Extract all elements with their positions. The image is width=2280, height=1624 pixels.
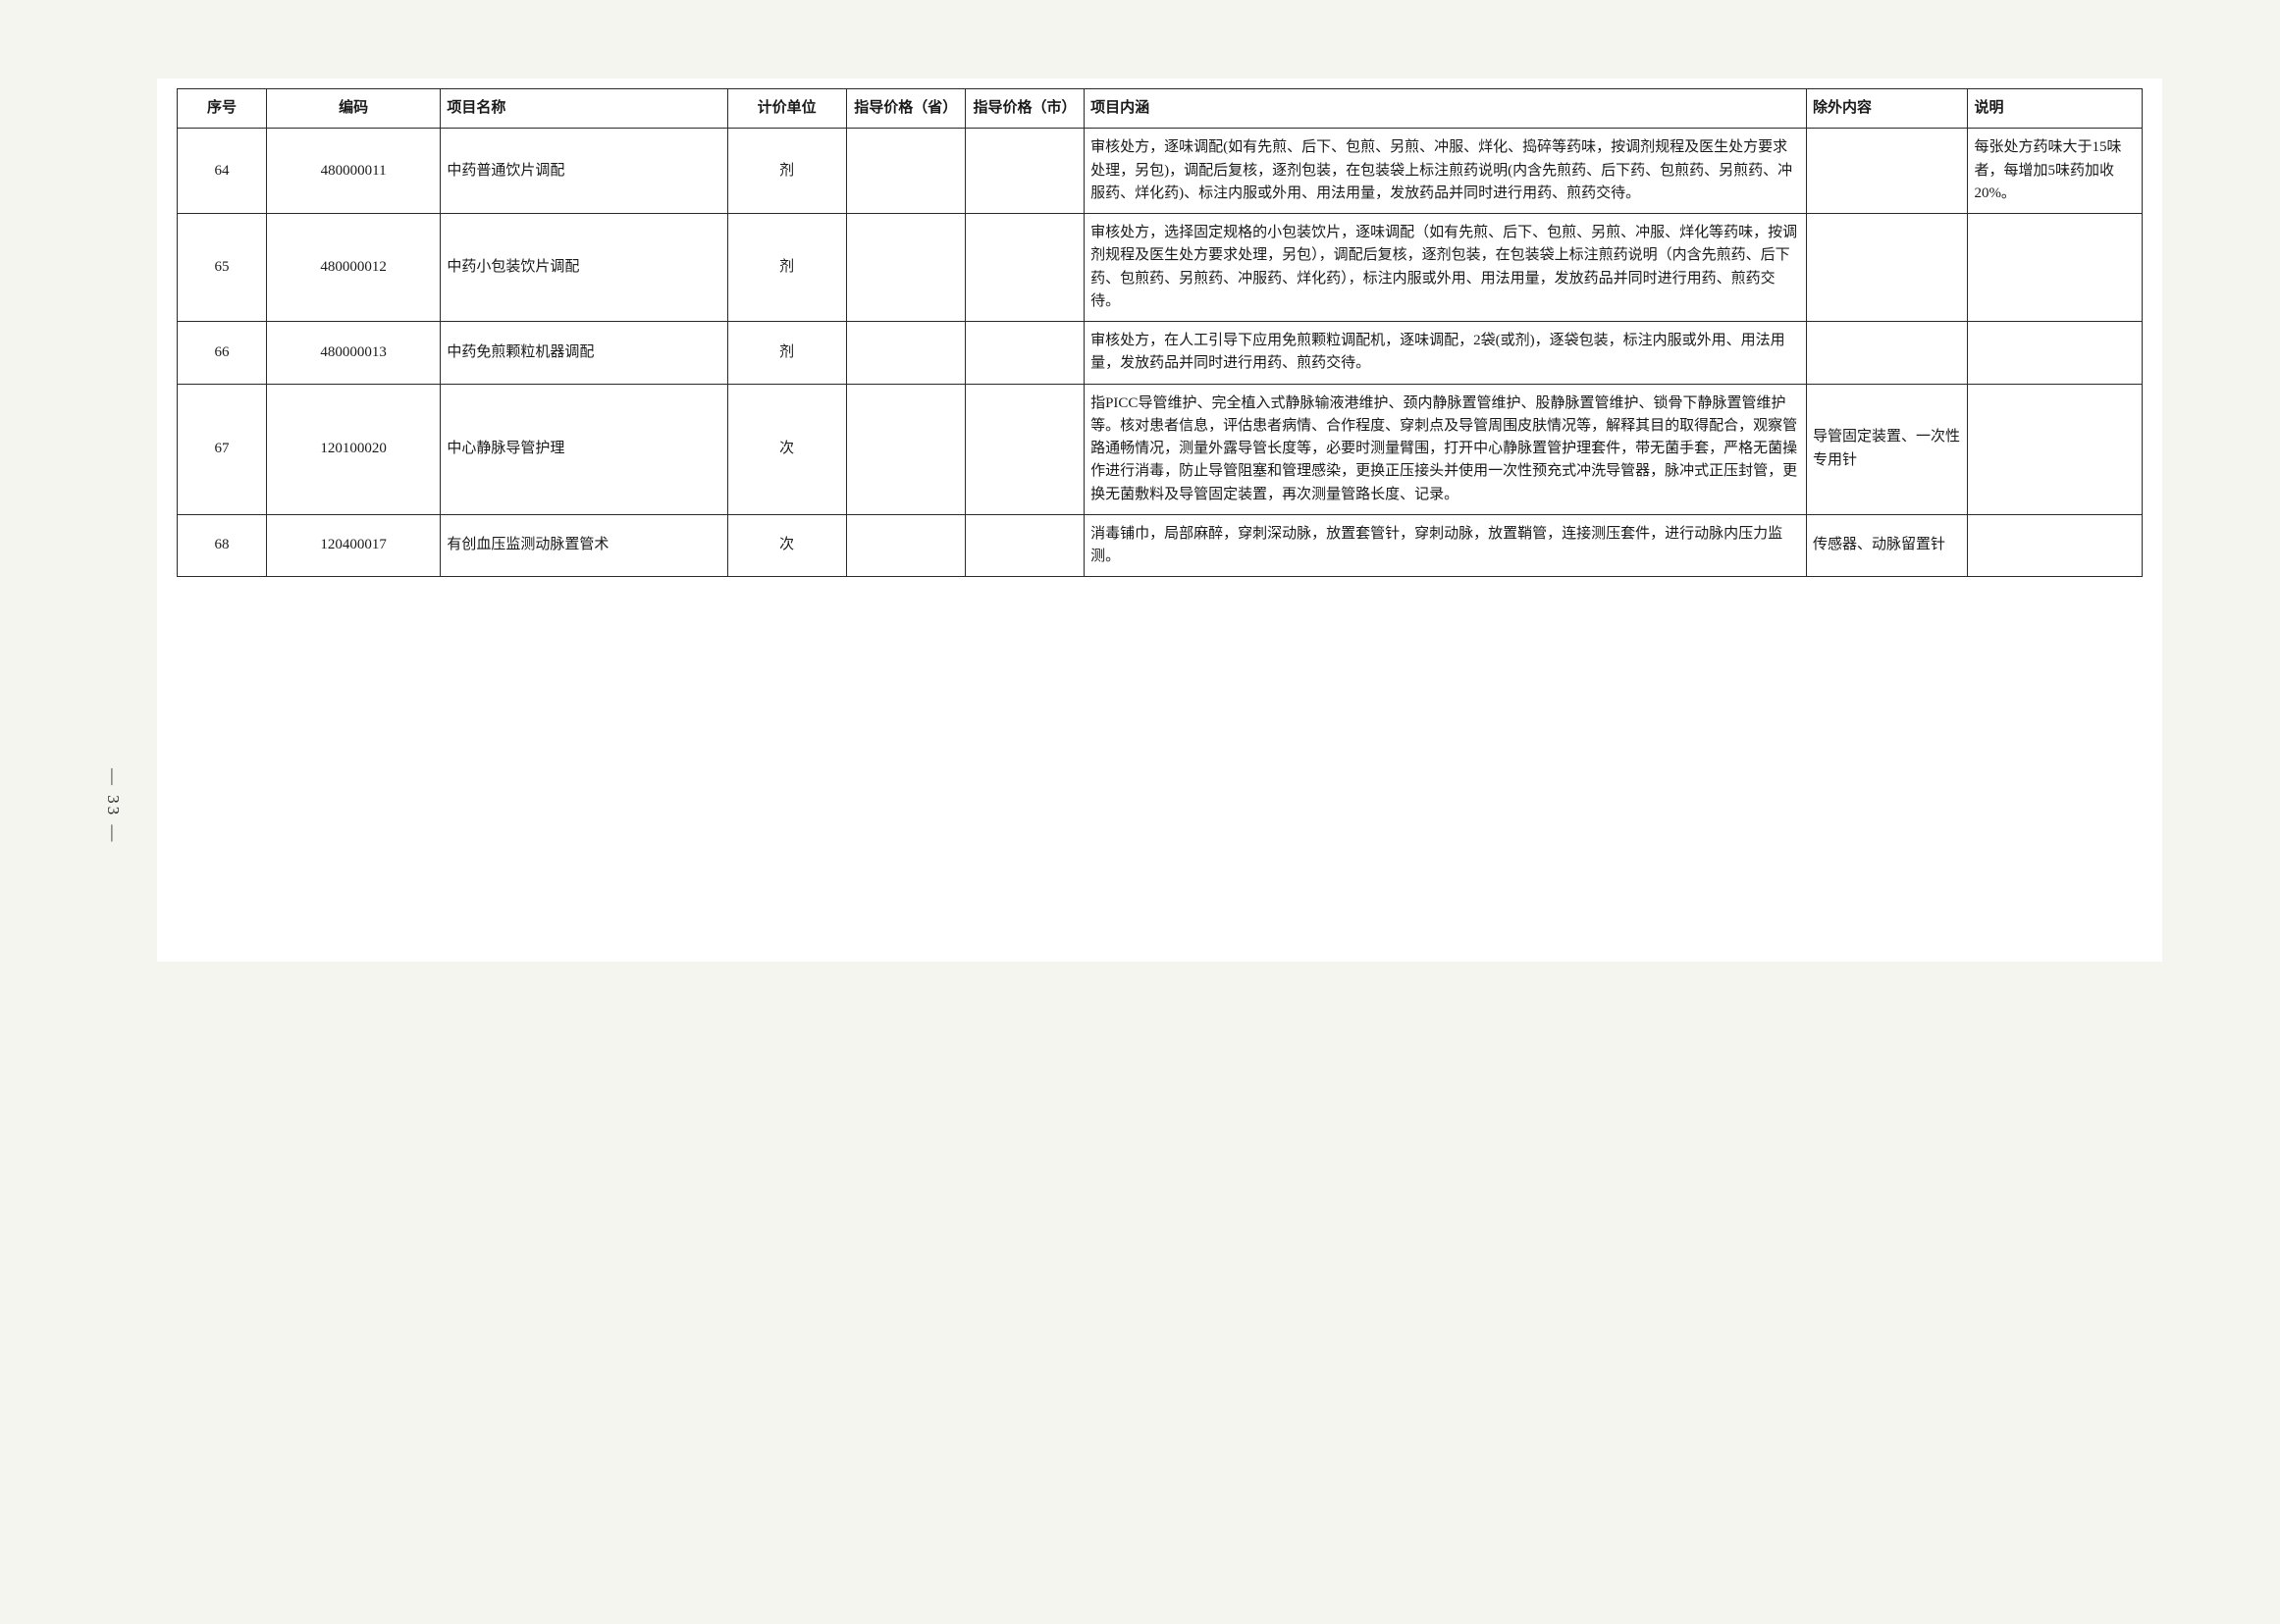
cell-price-province <box>846 129 965 214</box>
cell-seq: 65 <box>178 214 267 322</box>
header-name: 项目名称 <box>441 89 727 129</box>
table-body: 64 480000011 中药普通饮片调配 剂 审核处方，逐味调配(如有先煎、后… <box>178 129 2143 577</box>
table-row: 66 480000013 中药免煎颗粒机器调配 剂 审核处方，在人工引导下应用免… <box>178 322 2143 385</box>
cell-code: 120400017 <box>266 514 440 577</box>
cell-name: 中药小包装饮片调配 <box>441 214 727 322</box>
cell-price-city <box>965 129 1084 214</box>
cell-content: 消毒铺巾，局部麻醉，穿刺深动脉，放置套管针，穿刺动脉，放置鞘管，连接测压套件，进… <box>1085 514 1807 577</box>
cell-unit: 剂 <box>727 214 846 322</box>
cell-exclude <box>1806 322 1967 385</box>
cell-code: 120100020 <box>266 384 440 514</box>
cell-exclude <box>1806 214 1967 322</box>
cell-code: 480000012 <box>266 214 440 322</box>
cell-content: 指PICC导管维护、完全植入式静脉输液港维护、颈内静脉置管维护、股静脉置管维护、… <box>1085 384 1807 514</box>
cell-note <box>1968 214 2143 322</box>
cell-seq: 68 <box>178 514 267 577</box>
cell-price-city <box>965 384 1084 514</box>
cell-unit: 次 <box>727 514 846 577</box>
header-exclude: 除外内容 <box>1806 89 1967 129</box>
cell-name: 中药普通饮片调配 <box>441 129 727 214</box>
price-table: 序号 编码 项目名称 计价单位 指导价格（省） 指导价格（市） 项目内涵 除外内… <box>177 88 2143 577</box>
header-seq: 序号 <box>178 89 267 129</box>
header-unit: 计价单位 <box>727 89 846 129</box>
header-price-city: 指导价格（市） <box>965 89 1084 129</box>
cell-exclude <box>1806 129 1967 214</box>
cell-exclude: 导管固定装置、一次性专用针 <box>1806 384 1967 514</box>
cell-price-city <box>965 514 1084 577</box>
cell-price-province <box>846 214 965 322</box>
cell-content: 审核处方，选择固定规格的小包装饮片，逐味调配（如有先煎、后下、包煎、另煎、冲服、… <box>1085 214 1807 322</box>
cell-price-city <box>965 322 1084 385</box>
cell-seq: 67 <box>178 384 267 514</box>
header-code: 编码 <box>266 89 440 129</box>
table-header: 序号 编码 项目名称 计价单位 指导价格（省） 指导价格（市） 项目内涵 除外内… <box>178 89 2143 129</box>
cell-unit: 次 <box>727 384 846 514</box>
cell-note: 每张处方药味大于15味者，每增加5味药加收20%。 <box>1968 129 2143 214</box>
cell-price-province <box>846 322 965 385</box>
cell-name: 有创血压监测动脉置管术 <box>441 514 727 577</box>
header-content: 项目内涵 <box>1085 89 1807 129</box>
header-note: 说明 <box>1968 89 2143 129</box>
cell-name: 中心静脉导管护理 <box>441 384 727 514</box>
cell-name: 中药免煎颗粒机器调配 <box>441 322 727 385</box>
page-number: — 33 — <box>103 768 123 845</box>
cell-price-province <box>846 514 965 577</box>
table-row: 65 480000012 中药小包装饮片调配 剂 审核处方，选择固定规格的小包装… <box>178 214 2143 322</box>
cell-note <box>1968 514 2143 577</box>
cell-code: 480000013 <box>266 322 440 385</box>
cell-price-city <box>965 214 1084 322</box>
cell-exclude: 传感器、动脉留置针 <box>1806 514 1967 577</box>
cell-content: 审核处方，逐味调配(如有先煎、后下、包煎、另煎、冲服、烊化、捣碎等药味，按调剂规… <box>1085 129 1807 214</box>
table-row: 68 120400017 有创血压监测动脉置管术 次 消毒铺巾，局部麻醉，穿刺深… <box>178 514 2143 577</box>
cell-content: 审核处方，在人工引导下应用免煎颗粒调配机，逐味调配，2袋(或剂)，逐袋包装，标注… <box>1085 322 1807 385</box>
cell-note <box>1968 384 2143 514</box>
cell-seq: 64 <box>178 129 267 214</box>
cell-seq: 66 <box>178 322 267 385</box>
cell-unit: 剂 <box>727 129 846 214</box>
header-price-province: 指导价格（省） <box>846 89 965 129</box>
cell-price-province <box>846 384 965 514</box>
cell-code: 480000011 <box>266 129 440 214</box>
cell-unit: 剂 <box>727 322 846 385</box>
cell-note <box>1968 322 2143 385</box>
header-row: 序号 编码 项目名称 计价单位 指导价格（省） 指导价格（市） 项目内涵 除外内… <box>178 89 2143 129</box>
page-container: — 33 — 序号 编码 项目名称 计价单位 指导价格（省） 指导价格（市） 项… <box>157 79 2162 962</box>
table-row: 67 120100020 中心静脉导管护理 次 指PICC导管维护、完全植入式静… <box>178 384 2143 514</box>
table-row: 64 480000011 中药普通饮片调配 剂 审核处方，逐味调配(如有先煎、后… <box>178 129 2143 214</box>
